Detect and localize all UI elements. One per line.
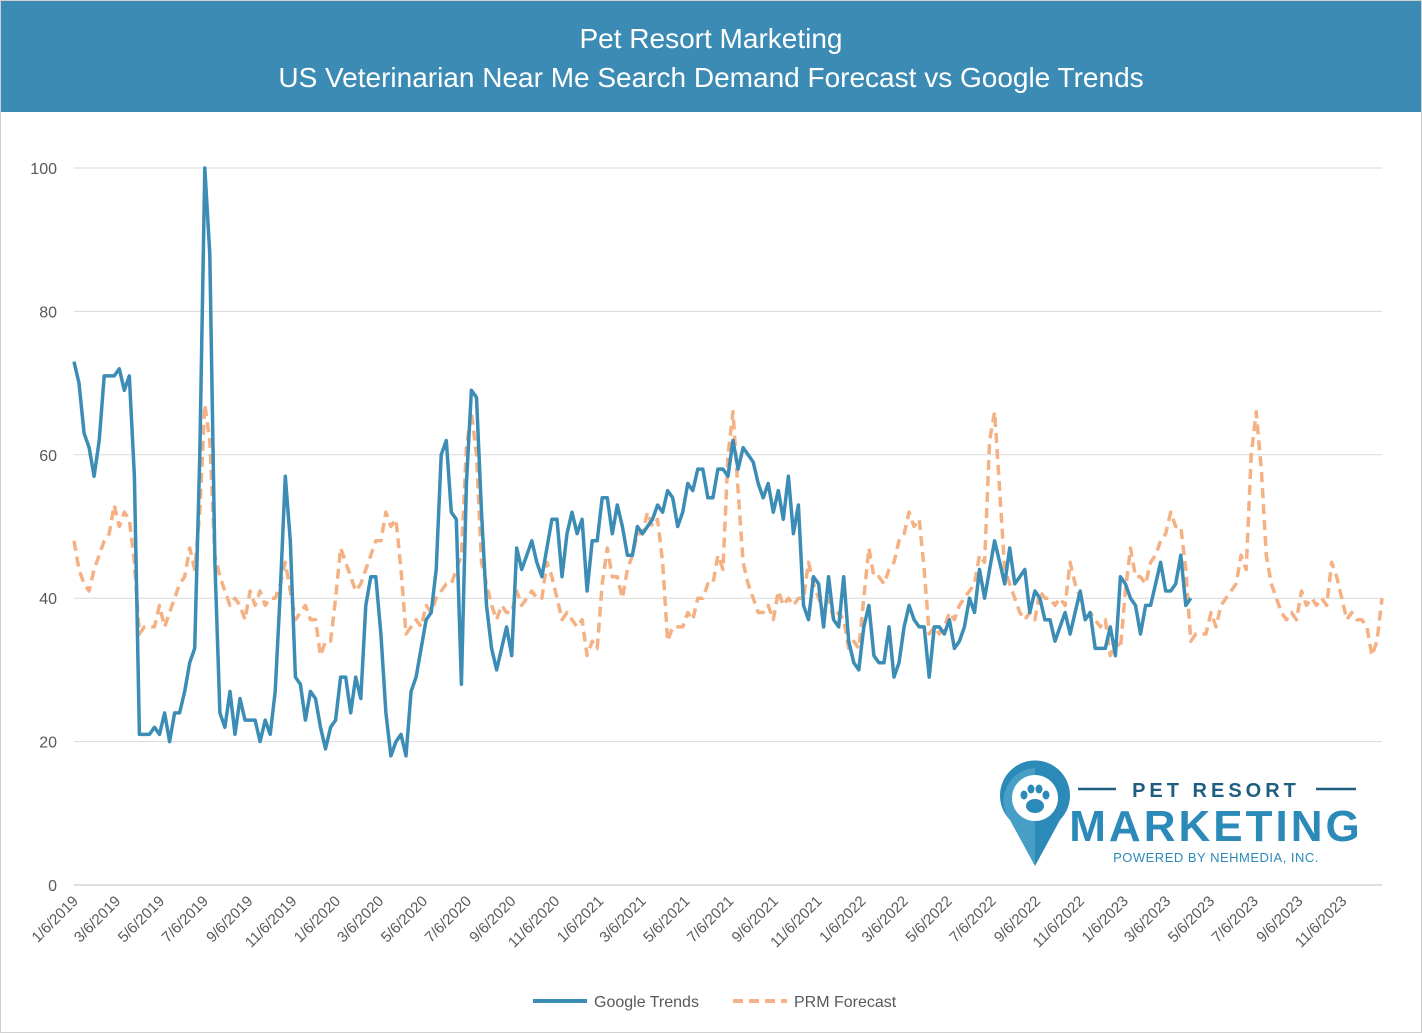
x-tick-label: 3/6/2019: [71, 893, 124, 946]
x-tick-label: 5/6/2021: [640, 893, 693, 946]
chart-title: Pet Resort Marketing: [579, 23, 843, 54]
company-logo: PET RESORT MARKETING POWERED BY NEHMEDIA…: [1000, 760, 1362, 866]
x-tick-label: 7/6/2021: [684, 893, 737, 946]
x-axis: 1/6/20193/6/20195/6/20197/6/20199/6/2019…: [29, 893, 1351, 951]
legend: Google Trends PRM Forecast: [533, 994, 897, 1011]
x-tick-label: 5/6/2019: [115, 893, 168, 946]
x-tick-label: 7/6/2022: [946, 893, 999, 946]
x-tick-label: 5/6/2022: [902, 893, 955, 946]
x-tick-label: 3/6/2022: [859, 893, 912, 946]
x-tick-label: 7/6/2020: [422, 893, 475, 946]
y-tick-label: 80: [39, 304, 57, 321]
x-tick-label: 3/6/2020: [334, 893, 387, 946]
y-tick-label: 60: [39, 448, 57, 465]
y-axis: 0 20 40 60 80 100: [30, 161, 57, 895]
x-tick-label: 5/6/2023: [1165, 893, 1218, 946]
chart-subtitle: US Veterinarian Near Me Search Demand Fo…: [278, 62, 1144, 93]
title-banner: Pet Resort Marketing US Veterinarian Nea…: [1, 1, 1421, 112]
legend-label-google-trends: Google Trends: [594, 994, 699, 1011]
x-tick-label: 3/6/2023: [1121, 893, 1174, 946]
series-line-google-trends: [72, 166, 1193, 758]
legend-label-prm-forecast: PRM Forecast: [794, 994, 897, 1011]
x-tick-label: 5/6/2020: [378, 893, 431, 946]
logo-sub-text: POWERED BY NEHMEDIA, INC.: [1113, 850, 1319, 865]
gridlines: [74, 167, 1382, 886]
series-lines: [72, 166, 1384, 758]
logo-main-text: MARKETING: [1069, 802, 1362, 851]
logo-top-text: PET RESORT: [1132, 780, 1300, 802]
y-tick-label: 20: [39, 735, 57, 752]
series-line-prm-forecast: [72, 402, 1384, 658]
x-tick-label: 7/6/2019: [159, 893, 212, 946]
x-tick-label: 7/6/2023: [1209, 893, 1262, 946]
x-tick-label: 3/6/2021: [596, 893, 649, 946]
x-tick-label: 1/6/2020: [291, 893, 344, 946]
y-tick-label: 0: [48, 878, 57, 895]
y-tick-label: 40: [39, 591, 57, 608]
paw-pin-icon: [1000, 760, 1071, 866]
y-tick-label: 100: [30, 161, 57, 178]
